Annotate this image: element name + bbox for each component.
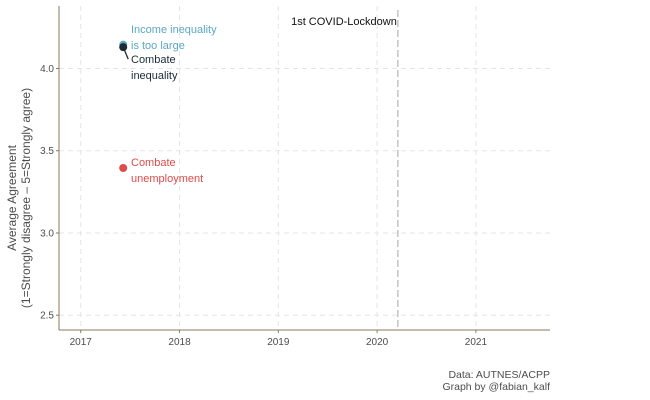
x-tick-label: 2018 bbox=[168, 337, 191, 348]
series-label-line: unemployment bbox=[131, 173, 203, 185]
series-label-line: Combate bbox=[131, 54, 176, 66]
y-tick-label: 3.0 bbox=[40, 228, 54, 239]
x-tick-label: 2017 bbox=[70, 337, 93, 348]
y-tick-label: 2.5 bbox=[40, 311, 54, 322]
caption-author: Graph by @fabian_kalf bbox=[442, 381, 550, 393]
caption-source: Data: AUTNES/ACPP bbox=[448, 369, 550, 381]
series-label-2: Combate unemployment bbox=[131, 157, 203, 185]
series-label-line: is too large bbox=[131, 40, 185, 52]
y-axis-title-line1: Average Agreement bbox=[5, 144, 19, 251]
y-axis-title-line2: (1=Strongly disagree – 5=Strongly agree) bbox=[19, 88, 33, 308]
series-label-line: Combate bbox=[131, 157, 176, 169]
x-tick-label: 2021 bbox=[465, 337, 488, 348]
series-label-line: Income inequality bbox=[131, 24, 217, 36]
series-label-1: Combate inequality bbox=[131, 54, 178, 82]
y-tick-label: 4.0 bbox=[40, 64, 54, 75]
x-tick-label: 2020 bbox=[366, 337, 389, 348]
lockdown-label: 1st COVID-Lockdown bbox=[291, 16, 397, 28]
point-1 bbox=[119, 43, 128, 52]
series-label-0: Income inequality is too large bbox=[131, 24, 217, 52]
x-tick-label: 2019 bbox=[267, 337, 290, 348]
y-tick-label: 3.5 bbox=[40, 146, 54, 157]
point-2 bbox=[119, 164, 128, 172]
series-label-line: inequality bbox=[131, 70, 178, 82]
